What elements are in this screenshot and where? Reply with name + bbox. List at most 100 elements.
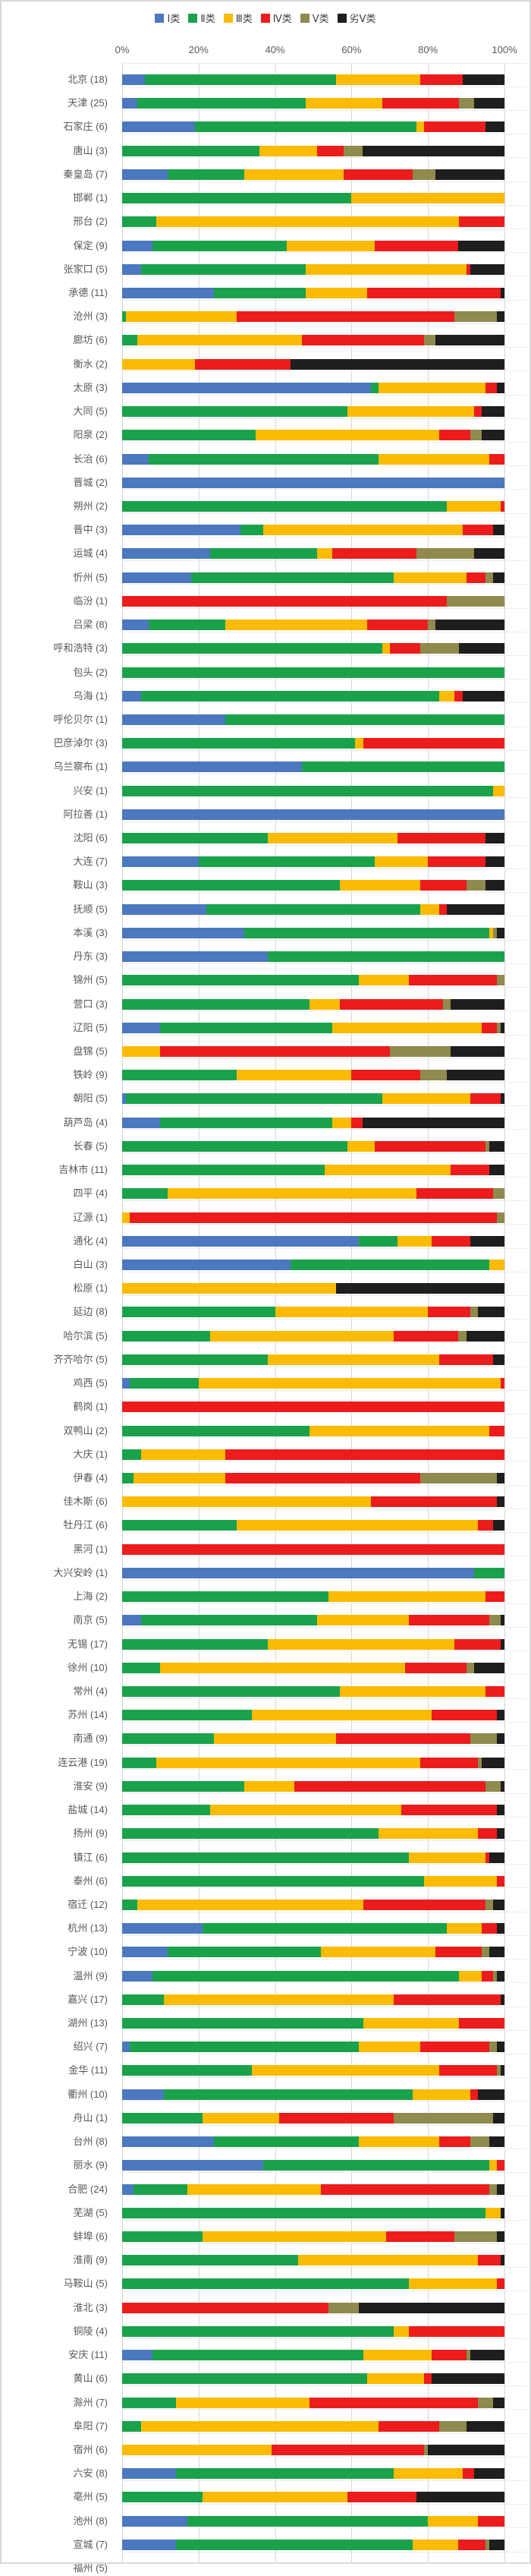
bar-segment-Ⅲ类 xyxy=(378,1828,478,1840)
bar-segment-劣Ⅴ类 xyxy=(489,2539,504,2550)
bar-segment-Ⅰ类 xyxy=(122,1567,474,1578)
row-boundary-gridline xyxy=(122,584,526,585)
legend-item: Ⅲ类 xyxy=(223,11,253,25)
row-label: 晋中 (3) xyxy=(73,524,108,536)
bar-segment-Ⅳ类 xyxy=(420,2042,489,2053)
x-tick-label: 40% xyxy=(265,44,285,55)
bar-segment-Ⅳ类 xyxy=(496,2278,504,2290)
row-label: 大兴安岭 (1) xyxy=(53,1566,108,1578)
bar-segment-Ⅴ类 xyxy=(485,2539,489,2550)
bar-segment-Ⅳ类 xyxy=(378,2420,440,2432)
row-label: 安庆 (11) xyxy=(68,2349,108,2361)
row-label: 鹤岗 (1) xyxy=(73,1401,108,1413)
row-label: 黑河 (1) xyxy=(73,1543,108,1555)
bar-segment-Ⅱ类 xyxy=(206,903,421,915)
row-label: 吉林市 (11) xyxy=(58,1164,108,1176)
stacked-bar xyxy=(122,216,504,228)
row-label: 马鞍山 (5) xyxy=(63,2278,108,2290)
bar-segment-Ⅲ类 xyxy=(359,2136,440,2148)
stacked-bar xyxy=(122,406,504,418)
row-label: 无锡 (17) xyxy=(68,1638,108,1650)
bar-segment-劣Ⅴ类 xyxy=(481,430,504,441)
bar-segment-Ⅱ类 xyxy=(126,1093,382,1105)
bar-segment-Ⅲ类 xyxy=(393,2325,409,2337)
row-boundary-gridline xyxy=(122,963,526,964)
bar-segment-Ⅴ类 xyxy=(424,335,436,346)
row-boundary-gridline xyxy=(122,1176,526,1178)
bar-segment-Ⅳ类 xyxy=(309,2397,478,2408)
row-label: 通化 (4) xyxy=(73,1234,108,1247)
row-label: 南通 (9) xyxy=(73,1733,108,1745)
bar-segment-Ⅱ类 xyxy=(122,311,127,323)
bar-segment-Ⅱ类 xyxy=(152,240,287,251)
bar-segment-Ⅳ类 xyxy=(408,975,497,986)
legend-item: Ⅰ类 xyxy=(155,11,180,25)
bar-segment-Ⅴ类 xyxy=(485,572,493,583)
row-boundary-gridline xyxy=(122,607,526,609)
row-label: 牡丹江 (6) xyxy=(63,1519,108,1531)
bar-segment-Ⅱ类 xyxy=(122,1070,237,1081)
bar-segment-Ⅰ类 xyxy=(122,169,168,180)
bar-segment-Ⅰ类 xyxy=(122,2350,153,2361)
bar-segment-Ⅲ类 xyxy=(305,98,382,109)
stacked-bar xyxy=(122,1662,504,1673)
bar-segment-Ⅱ类 xyxy=(141,1615,318,1626)
stacked-bar xyxy=(122,145,504,156)
bar-segment-Ⅴ类 xyxy=(477,1757,482,1768)
bar-segment-Ⅱ类 xyxy=(122,1330,210,1342)
bar-segment-Ⅰ类 xyxy=(122,1260,291,1270)
bar-segment-Ⅱ类 xyxy=(122,1757,157,1768)
bar-segment-Ⅰ类 xyxy=(122,1947,168,1958)
bar-segment-Ⅳ类 xyxy=(439,2065,497,2076)
stacked-bar xyxy=(122,430,504,441)
bar-segment-Ⅴ类 xyxy=(447,595,504,607)
bar-segment-Ⅲ类 xyxy=(393,2468,463,2480)
bar-segment-Ⅴ类 xyxy=(420,1070,448,1081)
row-label: 衢州 (10) xyxy=(68,2088,108,2100)
stacked-bar xyxy=(122,620,504,631)
bar-segment-Ⅴ类 xyxy=(439,2420,467,2432)
stacked-bar xyxy=(122,667,504,678)
bar-segment-Ⅱ类 xyxy=(122,2373,367,2385)
bar-segment-Ⅳ类 xyxy=(366,620,429,631)
legend-swatch-icon xyxy=(260,13,270,23)
bar-segment-Ⅰ类 xyxy=(122,714,226,725)
bar-segment-Ⅲ类 xyxy=(420,903,440,915)
bar-segment-Ⅳ类 xyxy=(439,903,448,915)
bar-segment-Ⅱ类 xyxy=(122,1875,425,1887)
stacked-bar xyxy=(122,2112,504,2124)
row-boundary-gridline xyxy=(122,2527,526,2529)
bar-segment-Ⅱ类 xyxy=(141,263,306,275)
stacked-bar xyxy=(122,1757,504,1768)
bar-segment-Ⅰ类 xyxy=(122,121,195,133)
bar-segment-Ⅲ类 xyxy=(347,406,474,418)
bar-segment-Ⅳ类 xyxy=(470,2089,478,2100)
bar-segment-Ⅲ类 xyxy=(297,2255,478,2266)
row-boundary-gridline xyxy=(122,2219,526,2221)
bar-segment-Ⅲ类 xyxy=(378,453,489,465)
row-boundary-gridline xyxy=(122,2338,526,2339)
row-label: 兴安 (1) xyxy=(73,784,108,796)
bar-segment-Ⅳ类 xyxy=(374,1140,485,1152)
bar-segment-Ⅳ类 xyxy=(454,690,463,702)
row-boundary-gridline xyxy=(122,1034,526,1036)
bar-segment-Ⅳ类 xyxy=(485,1591,504,1603)
row-boundary-gridline xyxy=(122,655,526,656)
stacked-bar xyxy=(122,358,504,370)
bar-segment-Ⅱ类 xyxy=(122,998,309,1010)
row-label: 伊春 (4) xyxy=(73,1471,108,1483)
stacked-bar xyxy=(122,1994,504,2005)
stacked-bar xyxy=(122,2065,504,2076)
bar-segment-Ⅴ类 xyxy=(492,1970,497,1982)
bar-segment-Ⅳ类 xyxy=(122,1543,504,1555)
stacked-bar xyxy=(122,287,504,298)
bar-segment-劣Ⅴ类 xyxy=(489,1947,504,1958)
row-label: 邯郸 (1) xyxy=(73,192,108,204)
row-boundary-gridline xyxy=(122,1840,526,1841)
row-boundary-gridline xyxy=(122,62,526,64)
bar-segment-Ⅳ类 xyxy=(496,1875,504,1887)
row-boundary-gridline xyxy=(122,1603,526,1604)
bar-segment-Ⅱ类 xyxy=(122,833,268,844)
bar-segment-Ⅴ类 xyxy=(393,2112,493,2124)
stacked-bar xyxy=(122,311,504,323)
